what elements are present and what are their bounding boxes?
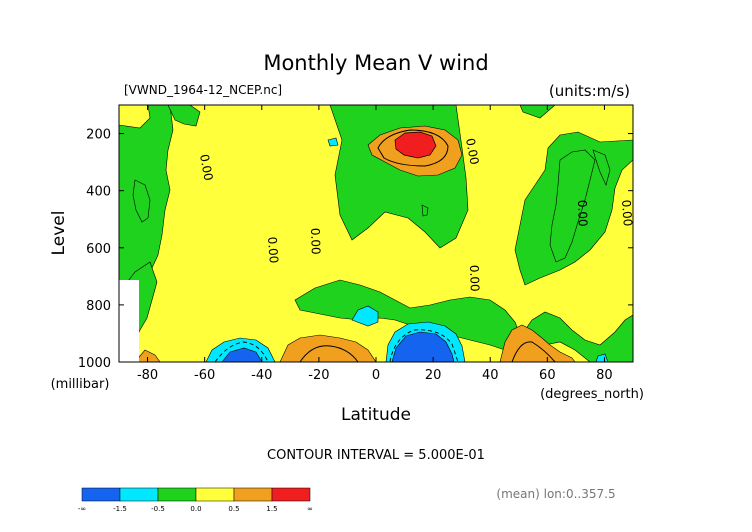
x-tick-label: 80 <box>596 368 613 383</box>
colorbar-label: -1.5 <box>113 505 127 513</box>
plot-area <box>119 105 633 362</box>
y-axis-units: (millibar) <box>51 377 110 392</box>
x-tick-label: -60 <box>194 368 215 383</box>
contour-interval-text: CONTOUR INTERVAL = 5.000E-01 <box>267 448 485 463</box>
x-tick-label: 60 <box>539 368 556 383</box>
colorbar-swatch <box>271 487 311 502</box>
colorbar: -∞ -1.5 -0.5 0.0 0.5 1.5 ∞ <box>78 487 313 513</box>
y-axis-label: Level <box>49 211 69 256</box>
x-tick-label: -40 <box>251 368 272 383</box>
y-tick-label: 800 <box>86 299 111 314</box>
colorbar-label: ∞ <box>307 505 313 513</box>
units-label: (units:m/s) <box>549 82 630 100</box>
y-tick-label: 1000 <box>78 356 111 371</box>
colorbar-label: 1.5 <box>266 505 277 513</box>
missing-data-patch <box>119 280 139 362</box>
x-axis-units: (degrees_north) <box>540 387 644 402</box>
colorbar-swatch <box>119 487 159 502</box>
x-tick-label: 20 <box>425 368 442 383</box>
axes: -80 -60 -40 -20 0 20 40 60 80 200 400 600 800 1000 <box>78 105 633 383</box>
colorbar-label: -∞ <box>78 505 86 513</box>
colorbar-swatch <box>195 487 235 502</box>
negative-contour-lines <box>214 329 459 362</box>
colorbar-swatch <box>233 487 273 502</box>
contour-label: 0.00 <box>265 236 281 264</box>
x-tick-label: 0 <box>372 368 380 383</box>
x-tick-label: -80 <box>137 368 158 383</box>
contour-label: 0.00 <box>308 228 323 255</box>
x-axis-label: Latitude <box>341 405 411 425</box>
contour-label: 0.00 <box>467 265 482 292</box>
contour-labels: 0.00 0.00 0.00 0.00 0.00 0.00 0.00 <box>197 137 635 292</box>
y-tick-label: 600 <box>86 242 111 257</box>
contour-label: 0.00 <box>463 137 481 166</box>
footnote: (mean) lon:0..357.5 <box>496 487 615 501</box>
x-tick-label: -20 <box>308 368 329 383</box>
colorbar-swatch <box>81 487 121 502</box>
file-label: [VWND_1964-12_NCEP.nc] <box>124 83 282 97</box>
colorbar-swatch <box>157 487 197 502</box>
y-tick-label: 200 <box>86 128 111 143</box>
contour-label-extra: 0.00 <box>619 199 635 227</box>
positive-contour-lines <box>299 129 556 362</box>
colorbar-label: 0.0 <box>190 505 201 513</box>
colorbar-label: -0.5 <box>151 505 165 513</box>
y-tick-label: 400 <box>86 185 111 200</box>
contour-fill-positive-high <box>394 131 437 159</box>
contour-fill-negative-high <box>221 331 455 362</box>
contour-label: 0.00 <box>197 153 215 182</box>
contour-fill-negative-low <box>121 105 633 362</box>
chart-title: Monthly Mean V wind <box>263 51 488 75</box>
contour-label: 0.00 <box>575 200 590 227</box>
x-tick-label: 40 <box>482 368 499 383</box>
colorbar-label: 0.5 <box>228 505 239 513</box>
